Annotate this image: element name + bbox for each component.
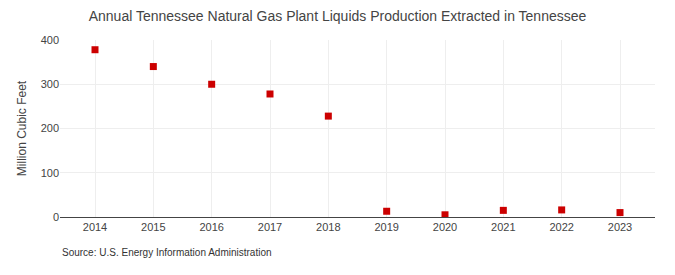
svg-text:Annual Tennessee Natural Gas P: Annual Tennessee Natural Gas Plant Liqui… bbox=[89, 8, 587, 24]
svg-text:2023: 2023 bbox=[608, 221, 632, 233]
svg-text:100: 100 bbox=[41, 167, 59, 179]
svg-text:2017: 2017 bbox=[258, 221, 282, 233]
svg-text:2021: 2021 bbox=[491, 221, 515, 233]
svg-text:200: 200 bbox=[41, 122, 59, 134]
svg-text:2016: 2016 bbox=[199, 221, 223, 233]
svg-text:2014: 2014 bbox=[83, 221, 107, 233]
svg-text:2022: 2022 bbox=[549, 221, 573, 233]
svg-text:2015: 2015 bbox=[141, 221, 165, 233]
svg-text:400: 400 bbox=[41, 34, 59, 46]
svg-text:2020: 2020 bbox=[433, 221, 457, 233]
svg-text:Million Cubic Feet: Million Cubic Feet bbox=[15, 80, 29, 176]
svg-text:2018: 2018 bbox=[316, 221, 340, 233]
svg-text:300: 300 bbox=[41, 78, 59, 90]
svg-text:2019: 2019 bbox=[374, 221, 398, 233]
svg-text:0: 0 bbox=[53, 211, 59, 223]
svg-text:Source: U.S. Energy Informatio: Source: U.S. Energy Information Administ… bbox=[62, 247, 272, 258]
